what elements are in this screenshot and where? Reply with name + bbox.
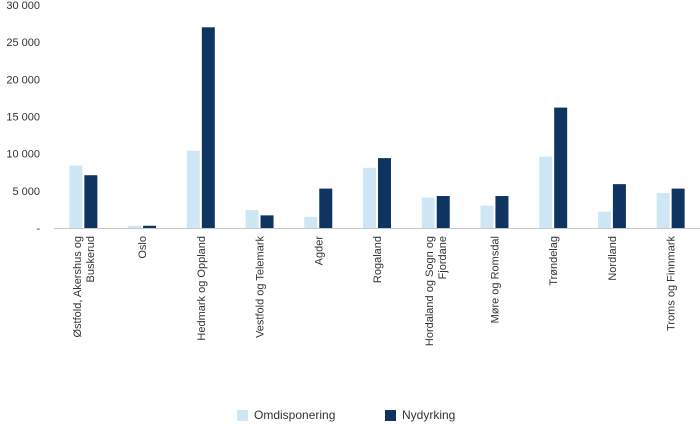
bar-omdisponering-5	[363, 167, 376, 228]
bar-omdisponering-1	[128, 225, 142, 228]
x-tick-label: Troms og Finnmark	[666, 236, 678, 331]
bar-nydyrking-6	[436, 196, 450, 228]
legend-label-nydyrking: Nydyrking	[402, 408, 456, 422]
x-tick-label: Møre og Romsdal	[489, 236, 501, 323]
legend-item-omdisponering: Omdisponering	[237, 408, 335, 422]
y-tick-label: 20 000	[6, 74, 40, 86]
bar-omdisponering-9	[597, 211, 611, 228]
x-tick-label: Østfold, Akershus og	[72, 236, 84, 338]
legend-label-omdisponering: Omdisponering	[254, 408, 336, 422]
bar-nydyrking-1	[143, 225, 157, 228]
legend-item-nydyrking: Nydyrking	[385, 408, 455, 422]
y-tick-label: 15 000	[6, 112, 40, 124]
x-tick-label-group: Trøndelag	[548, 236, 560, 286]
x-tick-label: Fjordane	[437, 236, 449, 279]
x-tick-label-group: Troms og Finnmark	[666, 236, 678, 331]
bar-nydyrking-10	[671, 188, 685, 228]
bar-nydyrking-4	[319, 188, 333, 228]
bar-omdisponering-6	[421, 197, 435, 228]
y-tick-label: 25 000	[6, 37, 40, 49]
bar-nydyrking-9	[612, 184, 626, 228]
x-axis-labels: Østfold, Akershus og Buskerud Oslo Hedmark …	[72, 236, 678, 347]
bar-omdisponering-3	[245, 210, 259, 228]
x-tick-label: Trøndelag	[548, 236, 560, 286]
legend-swatch-nydyrking	[385, 409, 396, 421]
bar-nydyrking-5	[378, 158, 391, 228]
y-tick-label: -	[36, 223, 40, 235]
x-tick-label-group: Hedmark og Oppland	[196, 236, 208, 341]
x-tick-label: Rogaland	[372, 236, 384, 283]
x-tick-label-group: Nordland	[607, 236, 619, 281]
bars	[69, 27, 685, 228]
x-tick-label-group: Møre og Romsdal	[489, 236, 501, 323]
y-tick-label: 5 000	[12, 186, 40, 198]
bar-nydyrking-7	[495, 196, 509, 228]
bar-omdisponering-2	[186, 150, 200, 228]
x-tick-label: Buskerud	[85, 236, 97, 282]
x-tick-label-group: Rogaland	[372, 236, 384, 283]
bar-omdisponering-7	[480, 205, 494, 228]
bar-nydyrking-8	[554, 107, 568, 228]
x-tick-label: Vestfold og Telemark	[255, 236, 267, 338]
x-tick-label: Hedmark og Oppland	[196, 236, 208, 341]
bar-omdisponering-10	[656, 193, 670, 228]
y-axis: - 5 000 10 000 15 000 20 000 25 000 30 000	[6, 0, 40, 235]
bar-nydyrking-0	[84, 175, 98, 228]
x-tick-label: Nordland	[607, 236, 619, 281]
x-tick-label-group: Østfold, Akershus og Buskerud	[72, 236, 97, 338]
bar-omdisponering-8	[539, 156, 553, 228]
legend: Omdisponering Nydyrking	[0, 408, 700, 424]
bar-omdisponering-0	[69, 165, 83, 228]
x-tick-label-group: Hordaland og Sogn og Fjordane	[424, 236, 449, 346]
bar-nydyrking-2	[201, 27, 215, 228]
x-tick-label: Oslo	[137, 236, 149, 259]
x-tick-label: Agder	[313, 236, 325, 266]
x-tick-label-group: Vestfold og Telemark	[255, 236, 267, 338]
bar-nydyrking-3	[260, 215, 274, 228]
x-tick-label-group: Agder	[313, 236, 325, 266]
y-tick-label: 10 000	[6, 149, 40, 161]
x-tick-label-group: Oslo	[137, 236, 149, 259]
bar-omdisponering-4	[304, 216, 318, 228]
legend-swatch-omdisponering	[237, 409, 248, 421]
x-tick-label: Hordaland og Sogn og	[424, 236, 436, 346]
y-tick-label: 30 000	[6, 0, 40, 12]
